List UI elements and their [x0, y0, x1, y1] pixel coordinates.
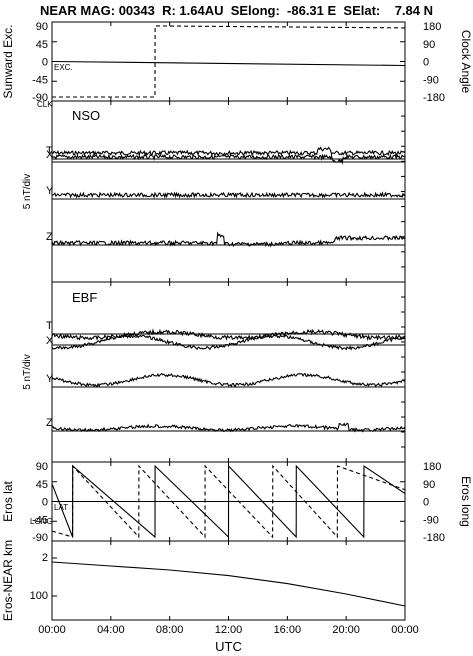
eros-long-tick-label: -180	[423, 532, 445, 544]
eros-sawtooth-line	[51, 464, 406, 539]
eros-lat-tick-label: 90	[36, 461, 48, 473]
sunward-panel	[51, 21, 406, 102]
range-tick-label: 2	[42, 552, 48, 564]
nso-comp-label: Y	[46, 185, 54, 197]
range-ylabel: Eros-NEAR km	[1, 540, 15, 621]
range-panel	[51, 540, 406, 621]
nso-panel	[51, 100, 406, 283]
sunward-ylabel: Sunward Exc.	[1, 24, 15, 98]
ebf-t-series	[51, 328, 406, 342]
eros-lat-tick-label: -90	[32, 532, 48, 544]
x-axis-label: UTC	[215, 639, 242, 654]
clock-ytick-label: 90	[423, 39, 435, 51]
sunward-ytick-label: 90	[36, 21, 48, 33]
nso-z-series	[51, 231, 406, 248]
plot-title: NEAR MAG: 00343 R: 1.64AU SElong: -86.31…	[39, 3, 433, 18]
sunward-ytick-label: 0	[42, 57, 48, 69]
ebf-panel	[51, 281, 406, 463]
x-tick-label: 04:00	[97, 624, 125, 636]
eros-lat-tick-label: -45	[32, 514, 48, 526]
ebf-comp-label: Z	[46, 417, 53, 429]
nso-comp-label: T	[46, 145, 53, 157]
lat-annotation: LAT	[54, 503, 68, 512]
clk-series-line	[52, 25, 406, 98]
nso-label: NSO	[72, 108, 100, 123]
clock-ylabel: Clock Angle	[459, 30, 473, 94]
clock-ytick-label: -90	[423, 74, 439, 86]
ebf-comp-label: Y	[46, 373, 54, 385]
exc-annotation: EXC.	[54, 63, 73, 72]
x-tick-label: 12:00	[215, 624, 243, 636]
ebf-x-series	[51, 332, 406, 351]
long-annotation: LONG	[30, 517, 53, 526]
sunward-ytick-label: 45	[36, 39, 48, 51]
nso-ylabel: 5 nT/div	[22, 174, 33, 210]
clk-annotation: CLK	[37, 100, 53, 109]
eros-lat-ylabel: Eros lat	[1, 480, 15, 521]
nso-comp-label: Z	[46, 231, 53, 243]
ebf-comp-label: X	[46, 335, 54, 347]
ebf-label: EBF	[72, 290, 97, 305]
clock-ytick-label: -180	[423, 92, 445, 104]
nso-t-series	[51, 146, 406, 157]
range-line	[51, 561, 406, 607]
clock-ytick-label: 180	[423, 21, 441, 33]
x-tick-label: 20:00	[332, 624, 360, 636]
nso-comp-label: X	[46, 149, 54, 161]
exc-series-line	[51, 60, 406, 67]
ebf-z-series	[51, 422, 406, 433]
eros-lat-tick-label: 45	[36, 479, 48, 491]
eros-lat-tick-label: 0	[42, 497, 48, 509]
range-tick-label: 100	[30, 590, 48, 602]
x-tick-label: 16:00	[274, 624, 302, 636]
ebf-y-series	[51, 372, 406, 388]
sunward-ytick-label: -45	[32, 74, 48, 86]
sunward-ytick-label: -90	[32, 92, 48, 104]
x-tick-label: 00:00	[391, 624, 419, 636]
eros-long-tick-label: 0	[423, 497, 429, 509]
clock-ytick-label: 0	[423, 57, 429, 69]
nso-y-series	[51, 191, 406, 199]
nso-x-series	[51, 153, 406, 165]
ebf-ylabel: 5 nT/div	[22, 354, 33, 390]
x-tick-label: 08:00	[156, 624, 184, 636]
eros-long-ylabel: Eros long	[459, 476, 473, 527]
eros-long-tick-label: -90	[423, 514, 439, 526]
eros-long-tick-label: 180	[423, 461, 441, 473]
ebf-comp-label: T	[46, 320, 53, 332]
x-tick-label: 00:00	[38, 624, 66, 636]
eros-long-tick-label: 90	[423, 479, 435, 491]
